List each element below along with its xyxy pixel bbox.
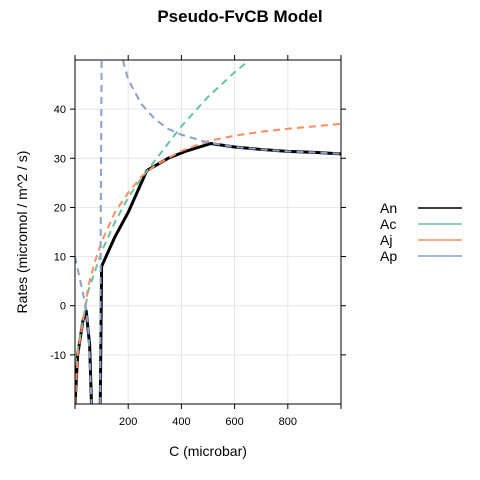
y-tick-label: 10 [54,252,66,264]
y-tick-label: 30 [54,153,66,165]
x-tick-label: 600 [225,416,243,428]
x-tick-label: 200 [119,416,137,428]
legend-label-ac: Ac [380,216,396,232]
y-tick-label: 0 [60,301,66,313]
x-tick-label: 400 [172,416,190,428]
series-line-ap [75,256,93,404]
y-tick-label: -10 [50,350,66,362]
series-layer [75,60,341,404]
chart-title: Pseudo-FvCB Model [157,7,322,26]
x-tick-labels: 200 400 600 800 [119,416,297,428]
series-line-ap [99,60,103,404]
series-line-ap [121,60,341,155]
grid-lines [75,60,341,404]
y-tick-label: 40 [54,104,66,116]
y-tick-label: 20 [54,202,66,214]
x-axis-label: C (microbar) [169,443,247,459]
axis-ticks [70,55,346,409]
legend-label-an: An [380,200,397,216]
y-axis-label: Rates (micromol / m^2 / s) [14,151,30,314]
legend-label-aj: Aj [380,232,392,248]
y-tick-labels: -10 0 10 20 30 40 [50,104,66,362]
plot-frame [74,59,342,405]
series-line-aj [75,122,341,404]
legend-label-ap: Ap [380,248,397,264]
series-line-ac [75,61,248,365]
x-tick-label: 800 [279,416,297,428]
